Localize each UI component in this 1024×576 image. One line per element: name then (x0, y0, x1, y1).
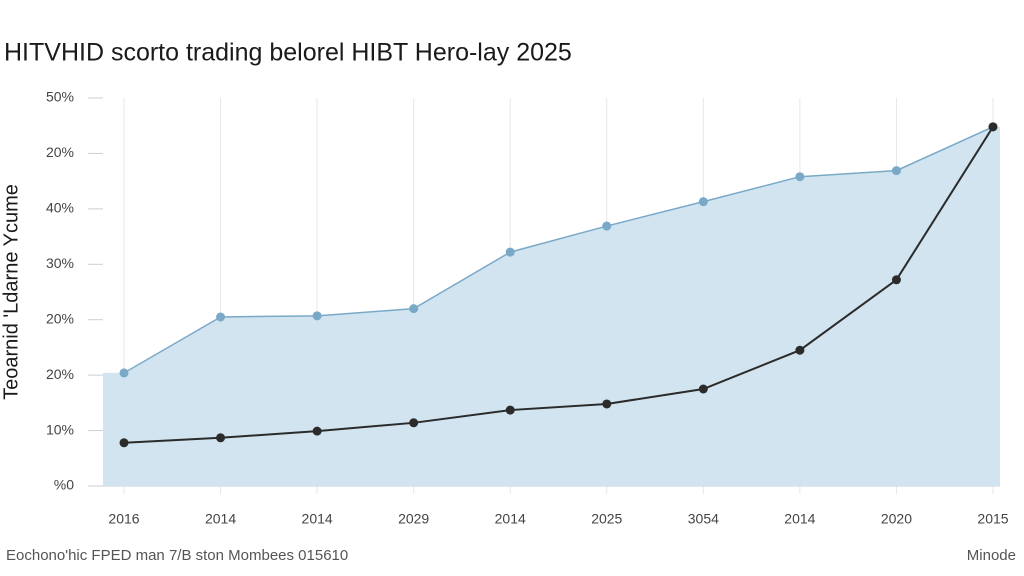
x-tick-label: 3054 (688, 511, 719, 527)
y-tick-label: %0 (54, 477, 74, 493)
x-tick-label: 2014 (495, 511, 526, 527)
point (119, 368, 129, 378)
y-tick-label: 30% (46, 255, 74, 271)
point (505, 405, 515, 415)
point (312, 426, 322, 436)
point (602, 221, 612, 231)
x-tick-label: 2014 (784, 511, 815, 527)
point (216, 433, 226, 443)
point (891, 275, 901, 285)
point (505, 247, 515, 257)
x-tick-label: 2015 (977, 511, 1008, 527)
point (795, 172, 805, 182)
point (988, 122, 998, 132)
point (698, 197, 708, 207)
line (123, 126, 994, 374)
y-tick-label: 20% (46, 310, 74, 326)
chart-title: HITVHID scorto trading belorel HIBT Hero… (4, 39, 572, 67)
y-axis-label: Teoarnid 'Ldarne Ycume (0, 184, 22, 400)
corner-note: Minode (967, 547, 1016, 564)
point (891, 166, 901, 176)
y-tick-label: 50% (46, 89, 74, 105)
x-tick-label: 2020 (881, 511, 912, 527)
y-tick-label: 20% (46, 144, 74, 160)
point (216, 312, 226, 322)
point (119, 438, 129, 448)
x-tick-label: 2014 (302, 511, 333, 527)
point (602, 399, 612, 409)
point (409, 304, 419, 314)
point (409, 418, 419, 428)
line (123, 126, 994, 444)
y-tick-label: 20% (46, 366, 74, 382)
x-tick-label: 2029 (398, 511, 429, 527)
y-tick-label: 10% (46, 421, 74, 437)
x-tick-label: 2025 (591, 511, 622, 527)
x-tick-label: 2016 (108, 511, 139, 527)
area (103, 126, 1000, 486)
y-tick-label: 40% (46, 200, 74, 216)
point (795, 345, 805, 355)
x-tick-label: 2014 (205, 511, 236, 527)
footer: Eochono'hic FPED man 7/B ston Mombees 01… (6, 547, 348, 564)
point (312, 311, 322, 321)
point (698, 384, 708, 394)
